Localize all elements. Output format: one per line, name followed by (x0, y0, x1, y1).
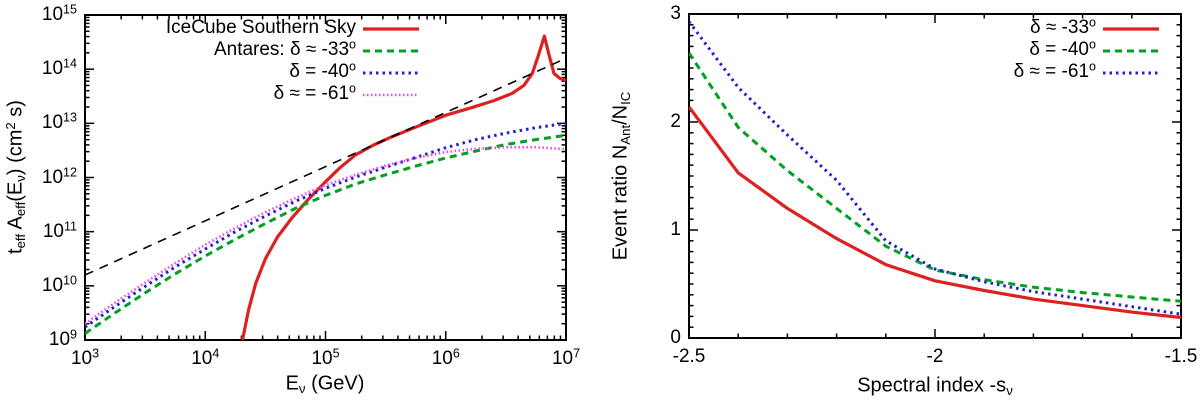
text-segment: 10 (191, 348, 213, 369)
left-y-tick-label: 1015 (7, 2, 77, 28)
text-segment: 10 (48, 329, 71, 350)
text-segment: δ = -40 (1029, 39, 1090, 60)
series-line-ratio33 (689, 105, 1181, 320)
text-segment: (GeV) (305, 372, 365, 395)
superscript-text: 12 (63, 165, 77, 180)
superscript-text: 3 (92, 346, 100, 361)
left-legend-label-antares40: δ = -40o (26, 60, 356, 84)
left-legend-label-icecube: IceCube Southern Sky (26, 16, 356, 40)
series-line-antares61 (85, 145, 566, 325)
left-legend-label-antares61: δ ≈ = -61o (26, 82, 356, 106)
left-y-tick-label: 109 (7, 327, 77, 353)
right-x-tick-label: -2.5 (672, 346, 706, 367)
superscript-text: o (1089, 15, 1096, 30)
series-line-icecube (240, 34, 566, 340)
text-segment: δ ≈ -33 (1029, 17, 1090, 38)
right-y-tick-label: 3 (670, 3, 681, 24)
left-x-tick-label: 105 (311, 346, 339, 372)
left-x-tick-label: 106 (432, 346, 460, 372)
right-x-axis-label: Spectral index -sν (857, 375, 1013, 398)
superscript-text: o (349, 37, 356, 52)
superscript-text: 13 (63, 111, 77, 126)
series-line-antares33 (85, 133, 566, 335)
text-segment: 10 (41, 166, 64, 188)
superscript-text: 11 (63, 219, 77, 234)
series-line-reference (85, 57, 566, 276)
text-segment: 10 (431, 348, 453, 369)
right-y-tick-label: 0 (670, 327, 681, 348)
right-x-tick-label: -1.5 (1164, 346, 1198, 367)
right-y-tick-label: 1 (670, 219, 681, 240)
text-segment: 10 (41, 274, 64, 296)
left-curves (85, 34, 566, 340)
text-segment: δ = -40 (289, 61, 350, 82)
text-segment: 10 (41, 4, 64, 25)
text-segment: Spectral index -s (857, 374, 1007, 397)
right-x-tick-label: -2 (926, 346, 944, 367)
left-x-tick-label: 103 (71, 346, 99, 372)
subscript-text: ν (1006, 382, 1013, 398)
left-x-tick-label: 107 (552, 346, 580, 372)
series-line-antares40 (85, 121, 566, 329)
text-segment: δ ≈ = -61 (1013, 61, 1090, 82)
left-x-tick-label: 104 (191, 346, 219, 372)
subscript-text: IC (617, 91, 633, 105)
left-y-tick-label: 1012 (7, 165, 77, 191)
text-segment: 10 (41, 112, 64, 134)
text-segment: 10 (311, 348, 333, 369)
text-segment: 10 (551, 348, 574, 369)
right-legend-label-ratio40: δ = -40o (766, 38, 1096, 62)
text-segment: E (285, 372, 299, 395)
text-segment: IceCube Southern Sky (165, 17, 356, 38)
left-y-tick-label: 1013 (7, 110, 77, 136)
superscript-text: o (349, 81, 356, 96)
right-legend-label-ratio33: δ ≈ -33o (766, 16, 1096, 40)
left-x-axis-label: Eν (GeV) (286, 373, 365, 396)
superscript-text: 14 (63, 56, 77, 71)
superscript-text: 10 (63, 273, 77, 288)
left-legend-label-antares33: Antares: δ ≈ -33o (26, 38, 356, 62)
right-curves (689, 20, 1181, 320)
text-segment: 10 (41, 58, 64, 80)
superscript-text: 9 (70, 327, 77, 342)
superscript-text: 5 (332, 346, 340, 361)
superscript-text: 6 (452, 346, 460, 361)
text-segment: δ ≈ = -61 (273, 83, 350, 104)
text-segment: Antares: δ ≈ -33 (213, 39, 350, 60)
superscript-text: 7 (573, 346, 581, 361)
series-line-ratio61 (689, 20, 1181, 316)
right-legend-label-ratio61: δ ≈ = -61o (766, 60, 1096, 84)
superscript-text: o (1089, 59, 1096, 74)
superscript-text: 4 (212, 346, 220, 361)
subscript-text: ν (298, 380, 306, 396)
subscript-text: eff (12, 201, 28, 217)
right-y-tick-label: 2 (670, 111, 681, 132)
text-segment: 10 (42, 220, 64, 242)
text-segment: t (4, 248, 27, 254)
text-segment: 10 (70, 348, 93, 369)
left-y-tick-label: 1010 (7, 273, 77, 299)
left-y-tick-label: 1011 (7, 219, 77, 245)
superscript-text: o (349, 59, 356, 74)
series-line-ratio40 (689, 52, 1181, 303)
superscript-text: 15 (63, 2, 77, 17)
superscript-text: o (1089, 37, 1096, 52)
left-y-tick-label: 1014 (7, 56, 77, 82)
